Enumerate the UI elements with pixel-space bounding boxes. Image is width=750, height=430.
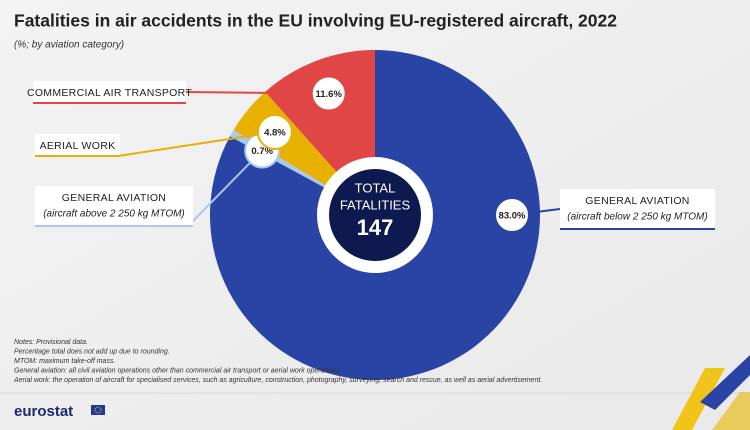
value-badge xyxy=(256,114,293,151)
label-box xyxy=(560,189,715,229)
center-label: FATALITIES xyxy=(340,197,411,212)
swoosh-blue xyxy=(700,355,750,410)
category-label: GENERAL AVIATION xyxy=(585,195,689,207)
value-badge xyxy=(494,197,530,233)
eu-stars xyxy=(94,406,102,414)
plot: TOTAL FATALITIES 147 GENERAL AVIATION (aircr… xyxy=(27,50,715,380)
center-label: TOTAL xyxy=(355,180,396,195)
leader-line xyxy=(185,91,329,95)
logo-text: eurostat xyxy=(14,403,73,420)
label-box xyxy=(33,81,186,103)
value-label: 83.0% xyxy=(499,211,526,222)
category-note: (aircraft below 2 250 kg MTOM) xyxy=(567,212,707,223)
note-line: MTOM: maximum take-off mass. xyxy=(14,358,115,365)
leader-line xyxy=(117,131,276,157)
category-label: COMMERCIAL AIR TRANSPORT xyxy=(27,87,192,99)
note-line: Percentage total does not add up due to … xyxy=(14,348,170,355)
eu-flag xyxy=(91,405,105,415)
note-line: Notes: Provisional data. xyxy=(14,339,88,346)
category-label: AERIAL WORK xyxy=(40,140,116,152)
center-disc xyxy=(329,169,421,261)
chart-subtitle: (%; by aviation category) xyxy=(14,40,124,51)
note-line: General aviation: all civil aviation ope… xyxy=(14,367,341,374)
category-label: GENERAL AVIATION xyxy=(62,192,166,204)
value-label: 11.6% xyxy=(315,89,342,100)
swoosh-yellow xyxy=(672,368,725,430)
label-box xyxy=(35,134,120,156)
center-total: 147 xyxy=(357,215,394,240)
value-label: 0.7% xyxy=(251,146,273,157)
value-badge xyxy=(310,75,347,112)
category-note: (aircraft above 2 250 kg MTOM) xyxy=(43,209,185,220)
label-box xyxy=(35,186,193,226)
swoosh-yellow-2 xyxy=(712,392,750,430)
notes: Notes: Provisional data. Percentage total… xyxy=(13,339,542,384)
chart-title: Fatalities in air accidents in the EU in… xyxy=(14,11,617,31)
value-label: 4.8% xyxy=(264,128,286,139)
note-line: Aerial work: the operation of aircraft f… xyxy=(13,377,542,384)
